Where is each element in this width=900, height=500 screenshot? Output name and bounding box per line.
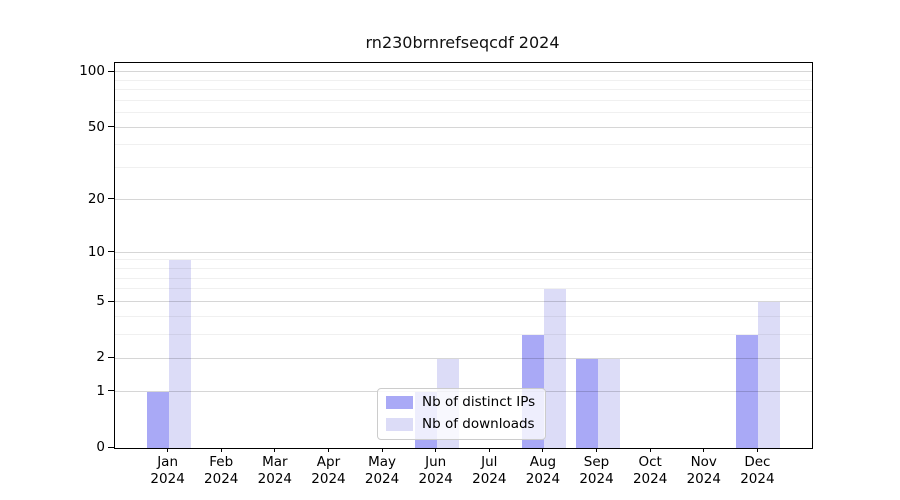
y-tick-label-20: 20: [87, 190, 105, 207]
x-tick-mark-feb: [220, 448, 222, 452]
x-tick-mark-may: [381, 448, 383, 452]
y-tick-label-50: 50: [87, 118, 105, 135]
x-tick-month: Feb: [209, 454, 234, 470]
y-tick-mark-0: [108, 446, 114, 448]
x-tick-mark-sep: [596, 448, 598, 452]
x-tick-month: Jul: [481, 454, 498, 470]
x-tick-year: 2024: [257, 470, 293, 487]
legend-label-distinct-ips: Nb of distinct IPs: [422, 394, 536, 410]
y-tick-label-5: 5: [96, 293, 105, 310]
x-tick-label-jul: Jul 2024: [454, 454, 524, 487]
legend-label-downloads: Nb of downloads: [422, 416, 535, 432]
x-tick-mark-dec: [756, 448, 758, 452]
x-tick-year: 2024: [686, 470, 721, 487]
chart-title: rn230brnrefseqcdf 2024: [365, 33, 560, 52]
x-tick-label-feb: Feb 2024: [186, 454, 256, 487]
x-tick-year: 2024: [311, 470, 346, 487]
x-tick-label-jun: Jun 2024: [401, 454, 471, 487]
x-tick-label-aug: Aug 2024: [508, 454, 578, 487]
y-tick-mark-100: [108, 70, 114, 72]
bar-downloads-jan: [168, 260, 191, 448]
bar-downloads-dec: [758, 302, 781, 448]
x-tick-month: Jan: [157, 454, 179, 470]
x-tick-label-jan: Jan 2024: [133, 454, 203, 487]
x-tick-label-sep: Sep 2024: [562, 454, 632, 487]
x-tick-label-apr: Apr 2024: [293, 454, 363, 487]
y-tick-mark-2: [108, 356, 114, 358]
x-tick-month: Dec: [744, 454, 771, 470]
x-tick-mark-jun: [435, 448, 437, 452]
bar-distinct-ips-dec: [736, 335, 759, 448]
x-tick-month: Nov: [690, 454, 717, 470]
x-tick-mark-mar: [274, 448, 276, 452]
legend-swatch-distinct-ips: [386, 396, 413, 409]
x-tick-mark-nov: [703, 448, 705, 452]
y-tick-mark-1: [108, 390, 114, 392]
x-tick-year: 2024: [204, 470, 239, 487]
legend: Nb of distinct IPs Nb of downloads: [377, 388, 547, 440]
x-tick-label-may: May 2024: [347, 454, 417, 487]
x-tick-label-mar: Mar 2024: [240, 454, 310, 487]
y-tick-label-1: 1: [96, 382, 105, 399]
x-tick-label-oct: Oct 2024: [615, 454, 685, 487]
x-tick-label-dec: Dec 2024: [722, 454, 792, 487]
x-tick-mark-aug: [542, 448, 544, 452]
x-tick-year: 2024: [525, 470, 561, 487]
x-tick-month: Sep: [583, 454, 610, 470]
x-tick-year: 2024: [472, 470, 507, 487]
x-tick-year: 2024: [364, 470, 400, 487]
bar-distinct-ips-jan: [146, 391, 169, 448]
x-tick-year: 2024: [579, 470, 614, 487]
bar-downloads-sep: [597, 358, 620, 448]
legend-item-downloads: Nb of downloads: [386, 416, 535, 433]
y-tick-label-0: 0: [96, 439, 105, 455]
y-tick-mark-5: [108, 300, 114, 302]
x-tick-mark-oct: [649, 448, 651, 452]
y-tick-mark-50: [108, 126, 114, 128]
y-tick-label-100: 100: [79, 63, 105, 79]
x-tick-year: 2024: [150, 470, 185, 487]
x-tick-month: Jun: [425, 454, 447, 470]
legend-swatch-downloads: [386, 418, 413, 431]
x-tick-month: Oct: [638, 454, 662, 470]
x-tick-month: Apr: [316, 454, 341, 470]
bars-layer: [115, 63, 812, 448]
x-tick-month: Mar: [262, 454, 288, 470]
y-tick-mark-10: [108, 251, 114, 253]
x-tick-year: 2024: [418, 470, 453, 487]
x-tick-year: 2024: [740, 470, 775, 487]
x-tick-label-nov: Nov 2024: [669, 454, 739, 487]
y-tick-label-2: 2: [96, 349, 105, 366]
bar-distinct-ips-sep: [575, 358, 598, 448]
y-tick-mark-20: [108, 198, 114, 200]
y-tick-label-10: 10: [87, 243, 105, 260]
x-tick-month: May: [368, 454, 397, 470]
x-tick-mark-jul: [488, 448, 490, 452]
bar-downloads-aug: [543, 289, 566, 448]
x-tick-month: Aug: [529, 454, 557, 470]
x-tick-mark-apr: [327, 448, 329, 452]
x-tick-mark-jan: [167, 448, 169, 452]
x-tick-year: 2024: [632, 470, 668, 487]
legend-item-distinct-ips: Nb of distinct IPs: [386, 394, 535, 411]
